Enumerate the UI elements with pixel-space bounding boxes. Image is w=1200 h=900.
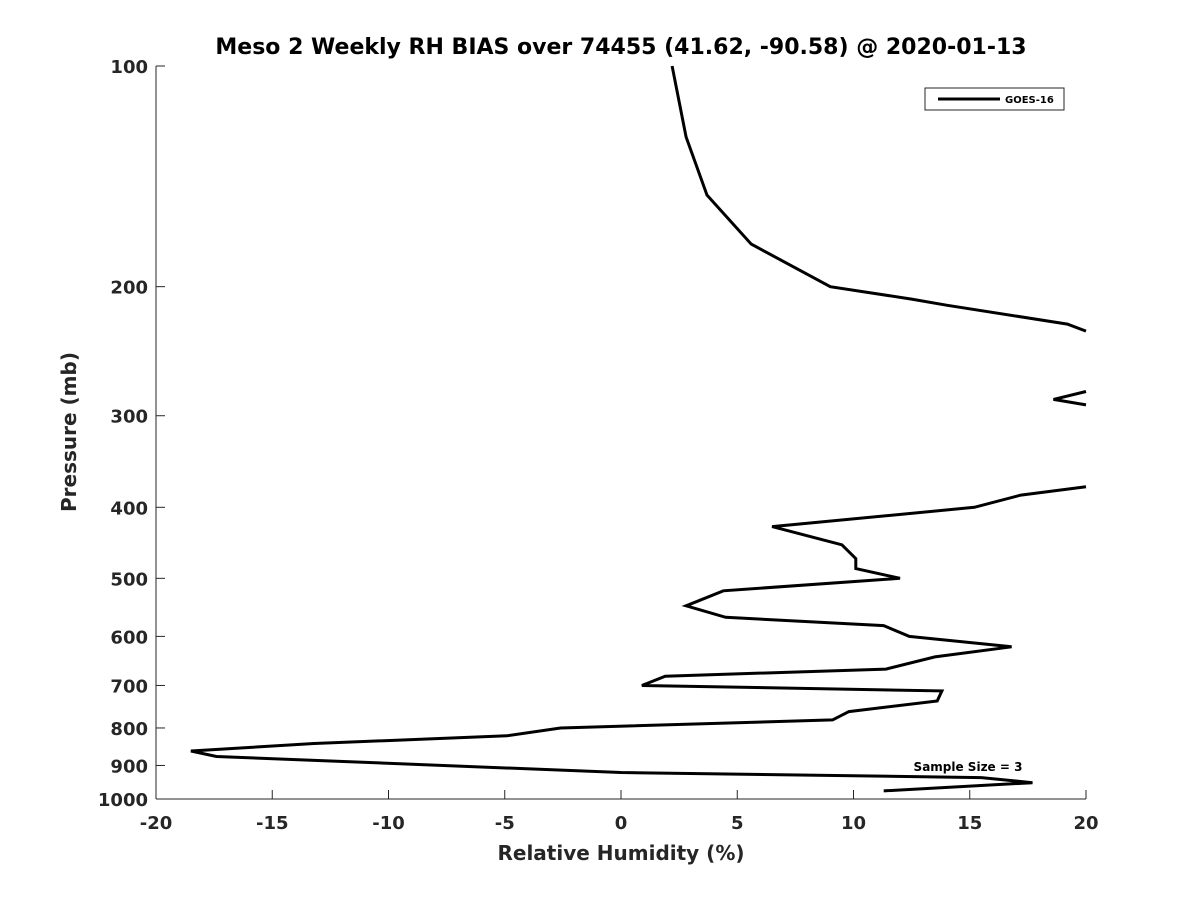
y-tick-label: 100 <box>110 57 148 78</box>
x-tick-label: -10 <box>372 813 405 834</box>
y-tick-label: 700 <box>110 676 148 697</box>
x-tick-label: -20 <box>140 813 173 834</box>
y-tick-label: 600 <box>110 627 148 648</box>
y-axis-label: Pressure (mb) <box>57 352 81 512</box>
x-tick-label: -5 <box>495 813 515 834</box>
x-tick-label: 15 <box>957 813 982 834</box>
x-tick-label: 20 <box>1073 813 1098 834</box>
x-tick-label: 0 <box>615 813 628 834</box>
series-line-goes-16 <box>1053 390 1087 407</box>
y-tick-label: 300 <box>110 407 148 428</box>
x-tick-label: 5 <box>731 813 744 834</box>
series-line-goes-16 <box>670 65 1087 333</box>
y-tick-label: 400 <box>110 498 148 519</box>
x-tick-label: -15 <box>256 813 289 834</box>
sample-size-annotation: Sample Size = 3 <box>914 760 1023 774</box>
legend: GOES-16 <box>924 87 1065 111</box>
series-line-goes-16 <box>190 485 1087 793</box>
y-tick-label: 900 <box>110 756 148 777</box>
y-tick-label: 1000 <box>98 790 148 811</box>
y-tick-label: 800 <box>110 719 148 740</box>
x-axis-ticks: -20 -15 -10 -5 0 5 10 15 20 <box>140 790 1099 834</box>
y-tick-label: 200 <box>110 278 148 299</box>
legend-label-goes-16: GOES-16 <box>1005 95 1054 106</box>
x-tick-label: 10 <box>841 813 866 834</box>
series-group <box>190 65 1087 793</box>
y-tick-label: 500 <box>110 569 148 590</box>
x-axis-label: Relative Humidity (%) <box>497 841 744 865</box>
y-axis-ticks: 100 200 300 400 500 600 700 800 900 1000 <box>98 57 165 811</box>
chart-title: Meso 2 Weekly RH BIAS over 74455 (41.62,… <box>215 35 1026 60</box>
